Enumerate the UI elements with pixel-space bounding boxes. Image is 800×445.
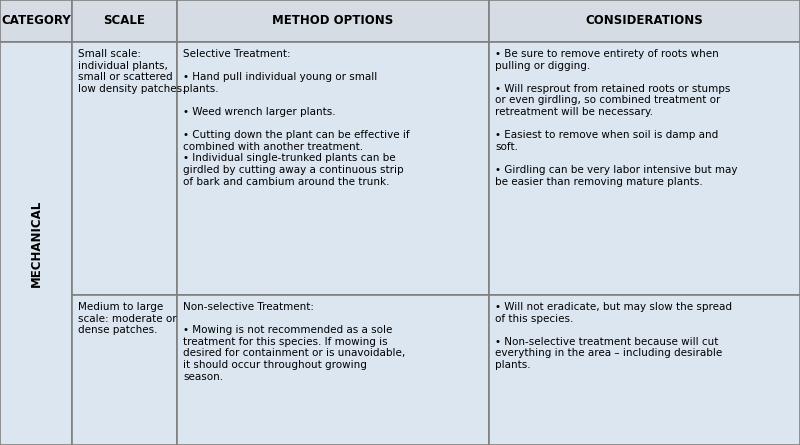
Text: CONSIDERATIONS: CONSIDERATIONS (586, 15, 703, 28)
Text: MECHANICAL: MECHANICAL (30, 200, 42, 287)
Text: CATEGORY: CATEGORY (1, 15, 71, 28)
Text: • Will not eradicate, but may slow the spread
of this species.

• Non-selective : • Will not eradicate, but may slow the s… (495, 302, 732, 370)
Bar (177, 42, 489, 295)
Bar (0, 0, 72, 42)
Text: Small scale:
individual plants,
small or scattered
low density patches.: Small scale: individual plants, small or… (78, 49, 186, 94)
Text: • Be sure to remove entirety of roots when
pulling or digging.

• Will resprout : • Be sure to remove entirety of roots wh… (495, 49, 738, 186)
Bar (72, 295, 177, 445)
Bar (489, 42, 800, 295)
Bar (489, 295, 800, 445)
Bar (177, 0, 489, 42)
Text: Medium to large
scale: moderate or
dense patches.: Medium to large scale: moderate or dense… (78, 302, 177, 335)
Bar (72, 42, 177, 295)
Bar (0, 42, 72, 445)
Bar (72, 0, 177, 42)
Text: SCALE: SCALE (103, 15, 146, 28)
Text: Non-selective Treatment:

• Mowing is not recommended as a sole
treatment for th: Non-selective Treatment: • Mowing is not… (183, 302, 406, 382)
Text: METHOD OPTIONS: METHOD OPTIONS (272, 15, 394, 28)
Bar (489, 0, 800, 42)
Bar (177, 295, 489, 445)
Text: Selective Treatment:

• Hand pull individual young or small
plants.

• Weed wren: Selective Treatment: • Hand pull individ… (183, 49, 410, 186)
